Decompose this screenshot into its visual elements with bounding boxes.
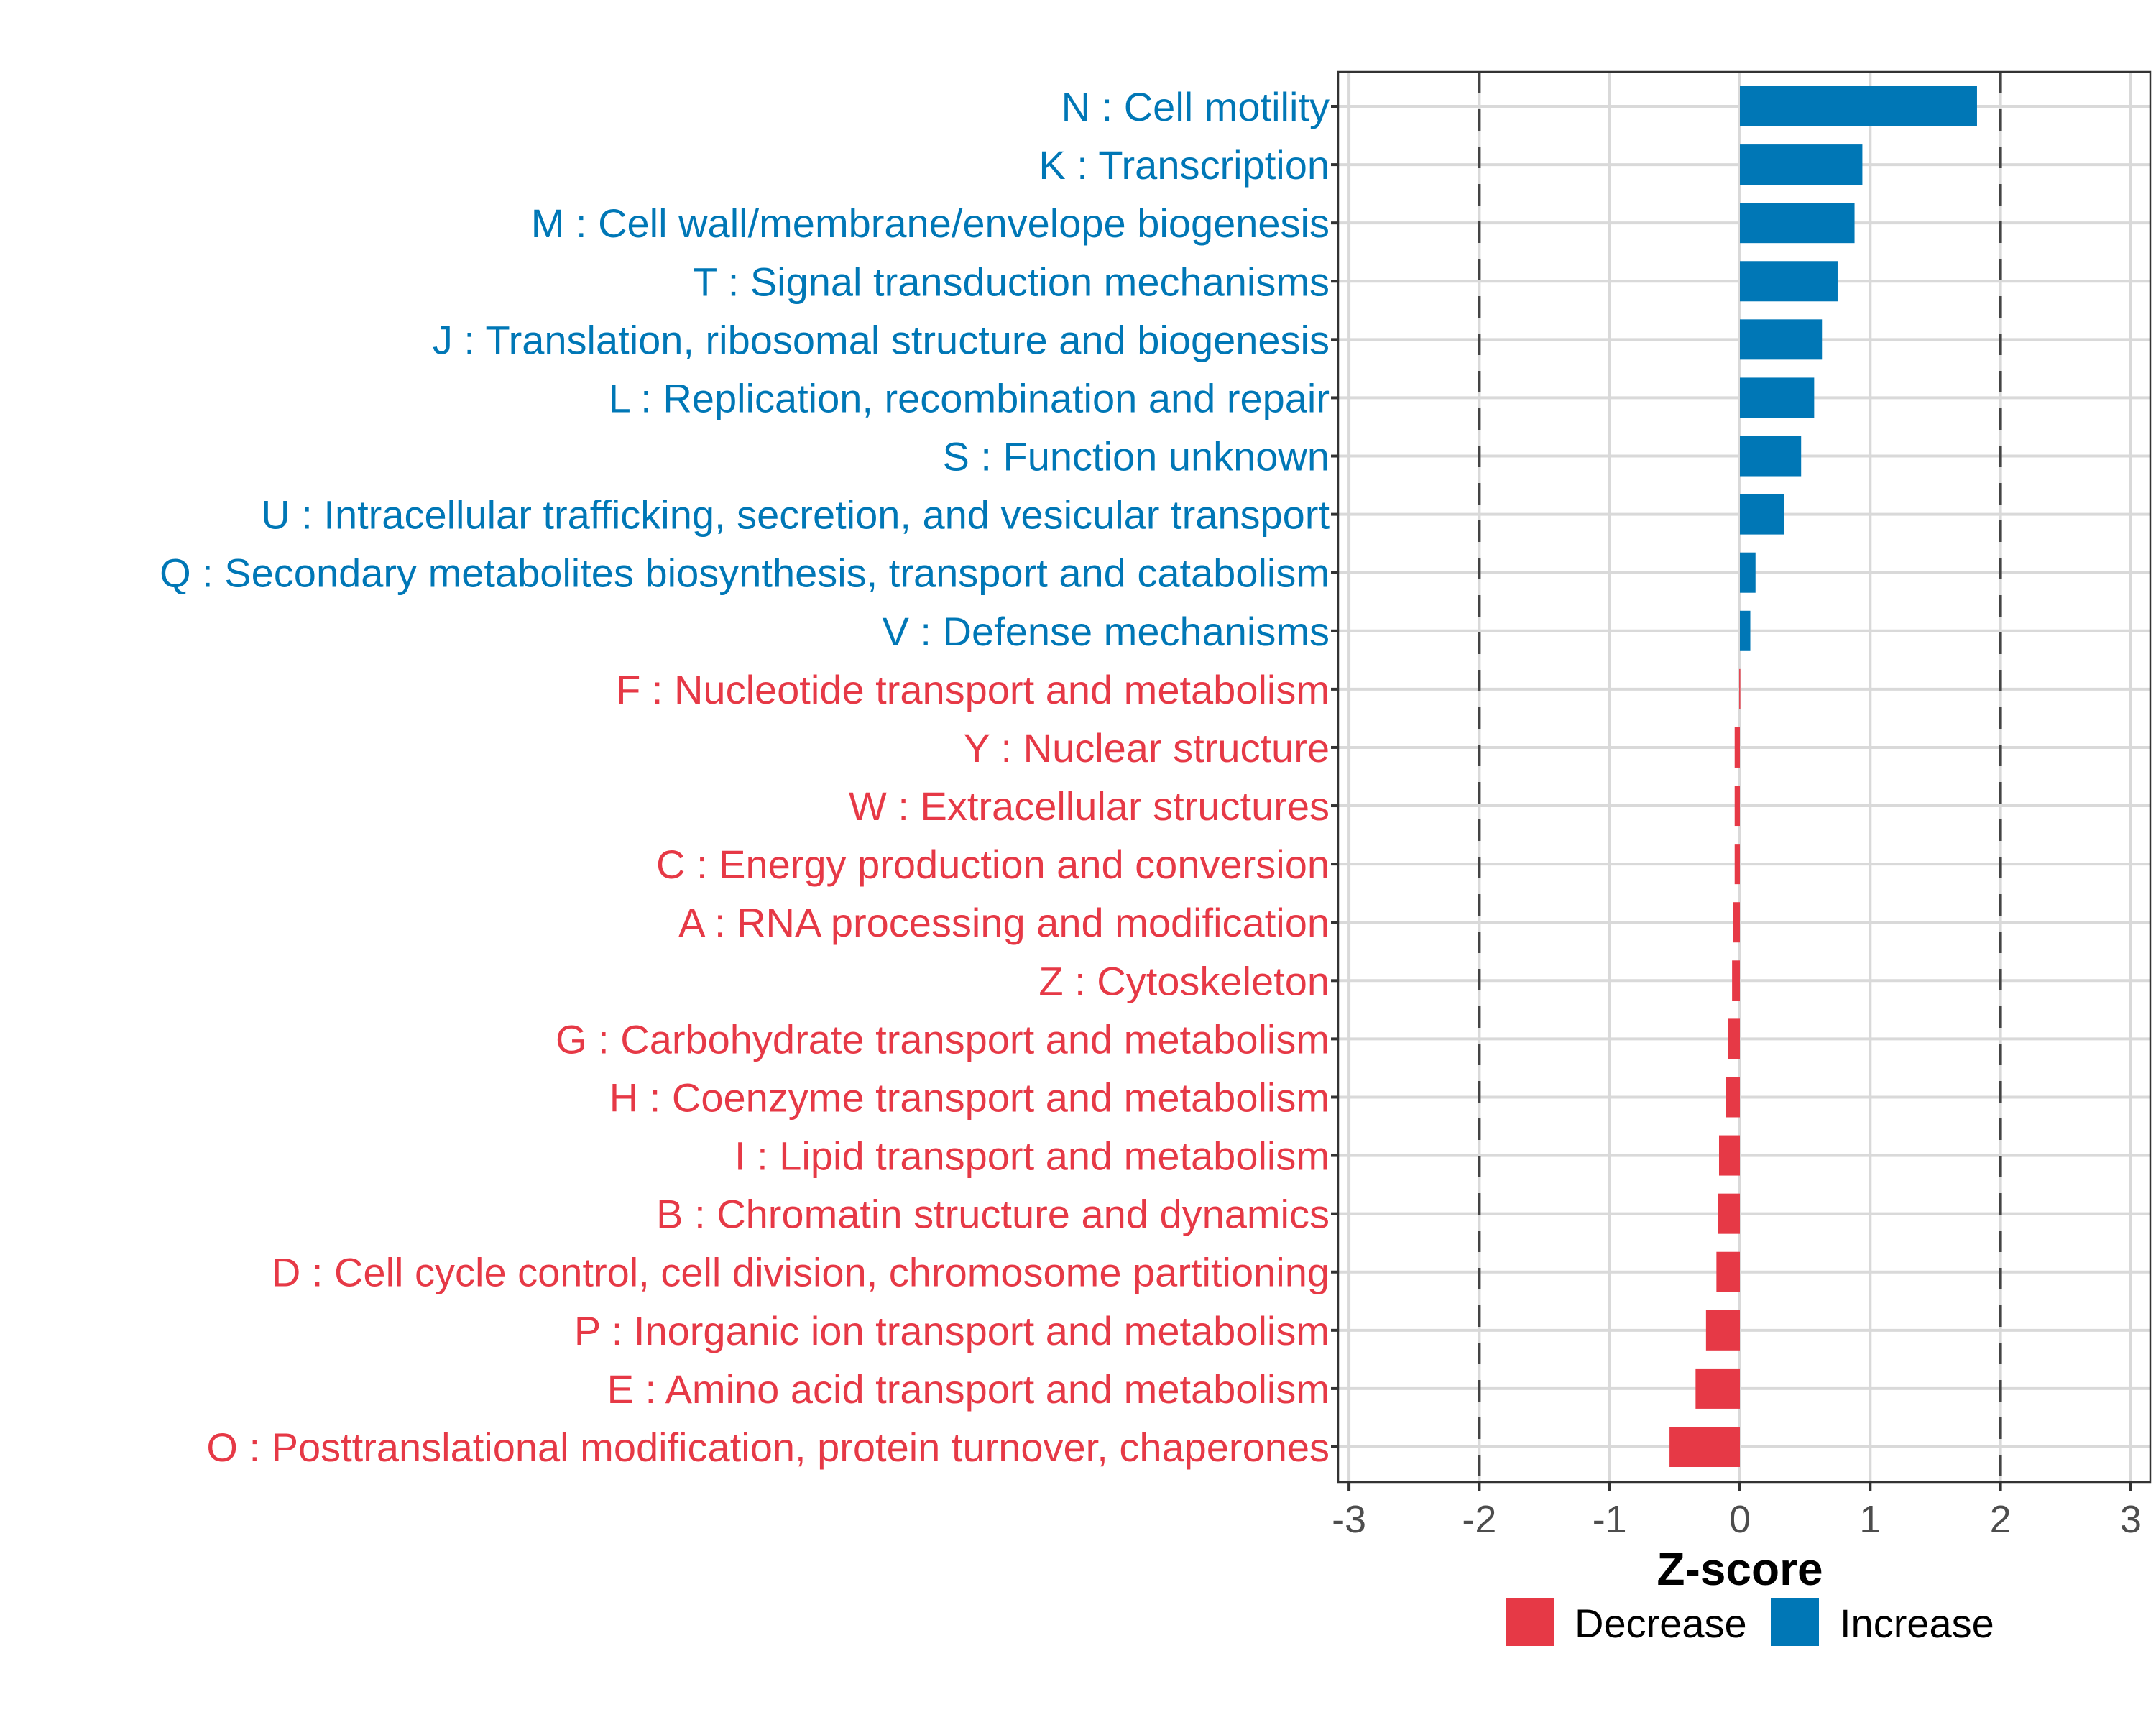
bar <box>1740 494 1784 535</box>
x-tick-label: 2 <box>1990 1498 2012 1541</box>
y-tick-label: M : Cell wall/membrane/envelope biogenes… <box>531 201 1330 246</box>
bar <box>1705 1310 1740 1351</box>
y-tick-label: P : Inorganic ion transport and metaboli… <box>574 1308 1330 1353</box>
y-tick-label: I : Lipid transport and metabolism <box>734 1133 1330 1179</box>
bar <box>1740 377 1815 418</box>
bar <box>1669 1427 1740 1467</box>
y-tick-label: O : Posttranslational modification, prot… <box>206 1425 1330 1470</box>
bar <box>1726 1077 1740 1118</box>
x-axis-title: Z-score <box>1657 1543 1823 1595</box>
bars <box>1669 86 1977 1467</box>
y-tick-label: C : Energy production and conversion <box>656 842 1330 887</box>
y-tick-label: V : Defense mechanisms <box>883 609 1330 654</box>
y-tick-label: U : Intracellular trafficking, secretion… <box>261 492 1330 538</box>
x-tick-label: -2 <box>1462 1498 1496 1541</box>
y-tick-label: D : Cell cycle control, cell division, c… <box>272 1250 1330 1295</box>
panel-border <box>1337 70 2152 1484</box>
bar <box>1740 86 1977 126</box>
reference-lines <box>1478 72 2002 1482</box>
x-axis-ticks: -3 -2 -1 0 1 2 3 <box>1332 1482 2142 1541</box>
y-tick-label: A : RNA processing and modification <box>678 900 1330 945</box>
bar <box>1740 552 1756 593</box>
bar <box>1739 668 1741 709</box>
y-tick-label: B : Chromatin structure and dynamics <box>656 1192 1330 1237</box>
y-tick-label: N : Cell motility <box>1061 84 1330 129</box>
y-tick-label: H : Coenzyme transport and metabolism <box>609 1075 1330 1120</box>
bar <box>1740 436 1802 477</box>
x-tick-label: 3 <box>2120 1498 2142 1541</box>
y-tick-label: E : Amino acid transport and metabolism <box>607 1366 1330 1412</box>
bar <box>1732 960 1740 1001</box>
x-tick-label: -1 <box>1593 1498 1627 1541</box>
x-tick-label: 1 <box>1859 1498 1881 1541</box>
legend-key-decrease <box>1506 1598 1554 1646</box>
y-tick-label: G : Carbohydrate transport and metabolis… <box>556 1016 1330 1062</box>
bar <box>1740 610 1751 651</box>
legend-label-increase: Increase <box>1840 1601 1994 1646</box>
y-tick-label: Z : Cytoskeleton <box>1038 958 1330 1003</box>
y-tick-label: S : Function unknown <box>942 434 1330 479</box>
bar <box>1734 844 1740 885</box>
y-tick-label: W : Extracellular structures <box>849 783 1330 829</box>
bar <box>1740 261 1838 302</box>
y-tick-label: Y : Nuclear structure <box>964 725 1330 770</box>
y-tick-label: F : Nucleotide transport and metabolism <box>616 667 1330 712</box>
y-axis-labels: N : Cell motility K : Transcription M : Ce… <box>160 84 1330 1470</box>
y-tick-label: J : Translation, ribosomal structure and… <box>433 317 1330 362</box>
x-tick-label: 0 <box>1729 1498 1751 1541</box>
bar <box>1728 1018 1740 1059</box>
bar <box>1695 1368 1740 1409</box>
y-axis-ticks <box>1331 105 1338 1448</box>
bar <box>1733 902 1740 943</box>
legend: Decrease Increase <box>1506 1598 1994 1646</box>
y-tick-label: T : Signal transduction mechanisms <box>693 259 1330 304</box>
bar <box>1718 1193 1740 1234</box>
bar <box>1740 319 1823 360</box>
y-tick-label: Q : Secondary metabolites biosynthesis, … <box>160 551 1330 596</box>
legend-key-increase <box>1771 1598 1819 1646</box>
bar <box>1716 1251 1740 1292</box>
y-tick-label: K : Transcription <box>1038 142 1330 188</box>
bar <box>1740 144 1863 185</box>
bar <box>1718 1135 1740 1176</box>
legend-label-decrease: Decrease <box>1575 1601 1747 1646</box>
bar <box>1740 203 1855 244</box>
bar <box>1734 727 1740 768</box>
bar <box>1734 786 1740 827</box>
y-tick-label: L : Replication, recombination and repai… <box>609 375 1330 420</box>
x-tick-label: -3 <box>1332 1498 1366 1541</box>
